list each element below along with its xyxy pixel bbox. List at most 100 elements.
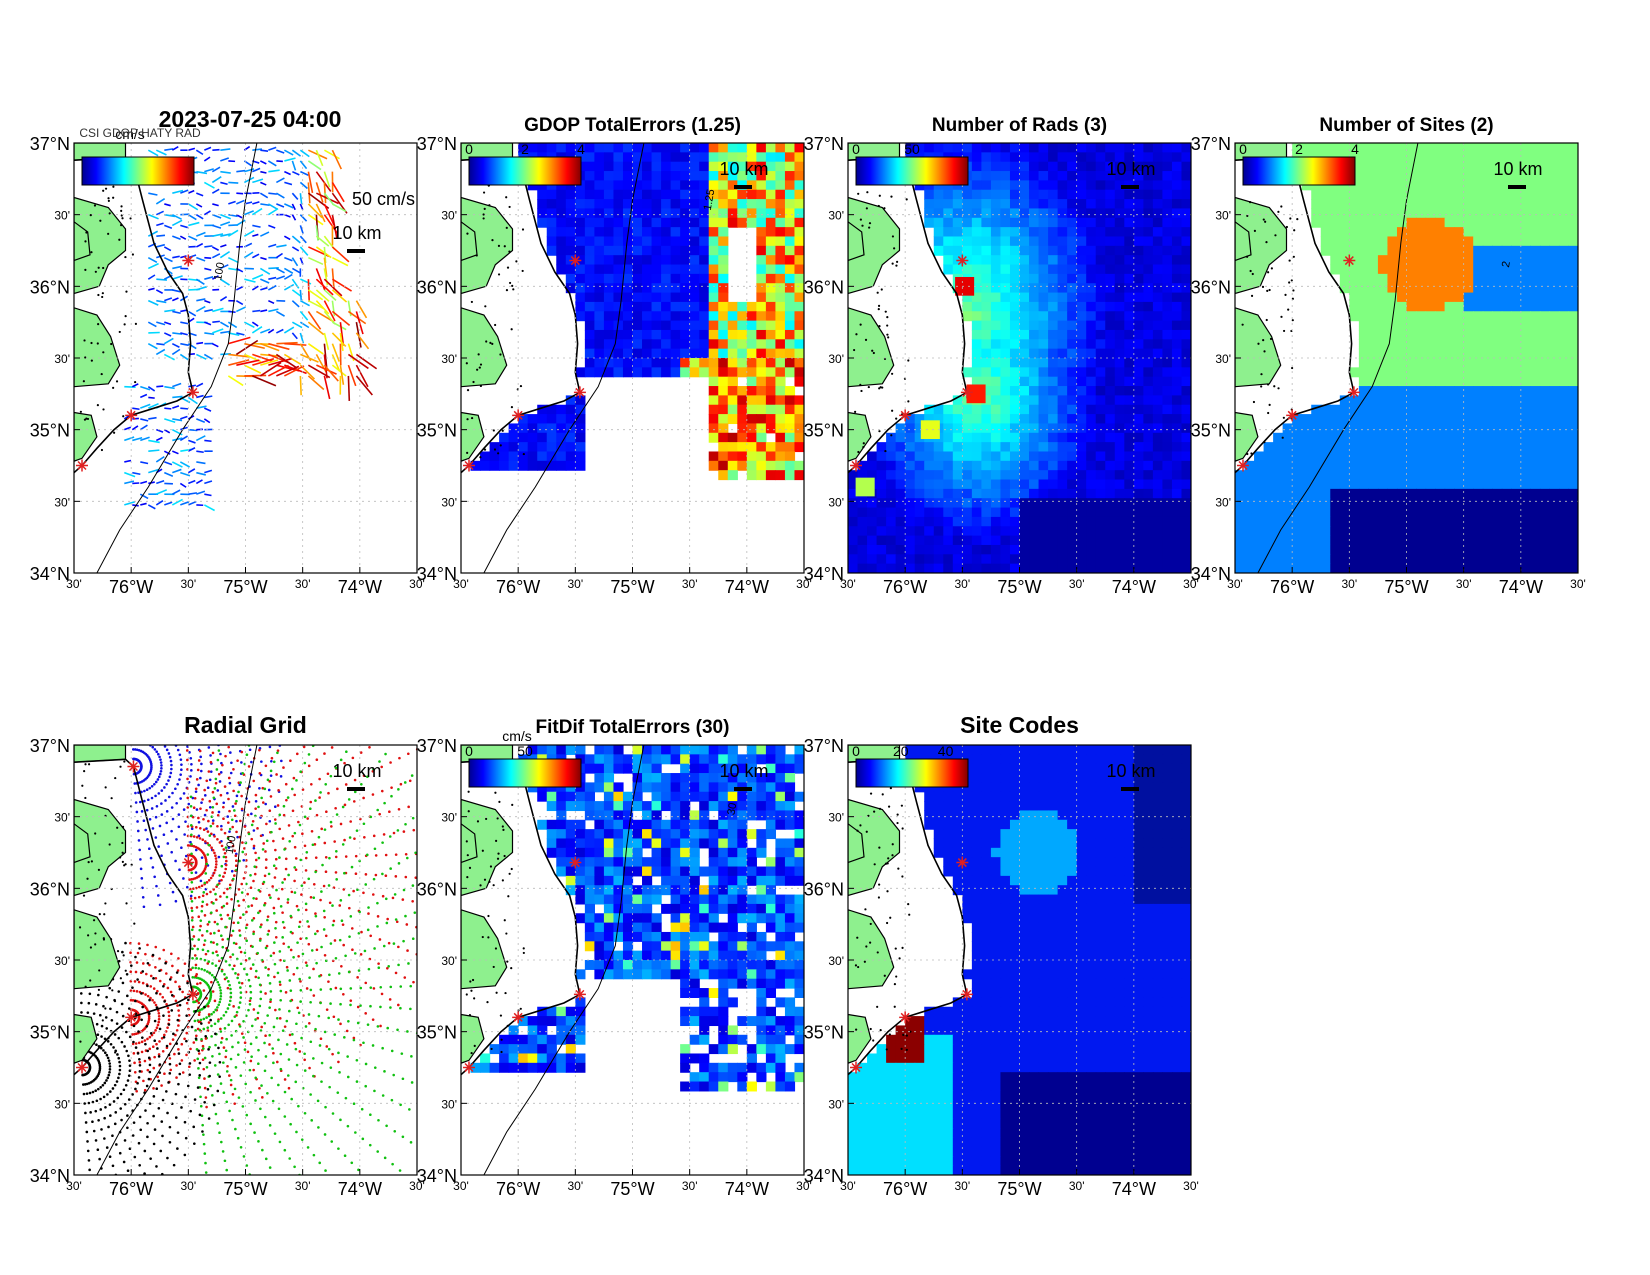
data-cell	[527, 143, 538, 153]
current-vector	[283, 273, 293, 280]
current-vector	[172, 310, 181, 315]
coast-dot	[886, 333, 889, 336]
data-cell	[848, 544, 859, 555]
data-cell	[1501, 488, 1512, 499]
data-cell	[603, 199, 615, 210]
data-cell	[1539, 498, 1551, 509]
data-cell	[765, 301, 777, 312]
data-cell	[1482, 143, 1493, 153]
data-cell	[1019, 180, 1030, 191]
radial-grid-point	[194, 790, 198, 793]
data-cell	[981, 292, 992, 303]
data-cell	[565, 414, 576, 425]
coast-dot	[872, 351, 875, 355]
data-cell	[622, 311, 634, 322]
data-cell	[1009, 217, 1021, 228]
data-cell	[613, 339, 624, 350]
current-vector	[163, 337, 174, 345]
data-cell	[1311, 535, 1322, 546]
data-cell	[727, 451, 738, 462]
data-cell	[1133, 273, 1144, 284]
coast-dot	[868, 222, 872, 225]
data-cell	[603, 227, 615, 238]
data-cell	[1416, 432, 1427, 443]
data-cell	[1076, 488, 1087, 499]
data-cell	[1511, 376, 1522, 387]
data-cell	[699, 348, 710, 359]
data-cell	[1416, 292, 1427, 303]
coast-dot	[859, 218, 862, 221]
data-cell	[1029, 245, 1040, 256]
data-cell	[1095, 143, 1106, 153]
data-cell	[1114, 329, 1125, 340]
data-cell	[971, 311, 982, 322]
current-vector	[307, 321, 325, 336]
data-cell	[1067, 423, 1078, 434]
data-cell	[1492, 488, 1503, 499]
scale-bar-label: 10 km	[1493, 159, 1542, 179]
data-cell	[794, 189, 804, 200]
data-cell	[727, 329, 738, 340]
data-cell	[1511, 301, 1522, 312]
data-cell	[1086, 488, 1097, 499]
data-cell	[1124, 320, 1135, 331]
data-cell	[933, 498, 944, 509]
current-vector	[236, 199, 245, 205]
data-cell	[1482, 255, 1493, 266]
data-cell	[1124, 488, 1135, 499]
current-vector	[164, 418, 176, 424]
radial-grid-point	[200, 762, 203, 766]
data-cell	[622, 217, 634, 228]
data-cell	[1029, 208, 1040, 219]
data-cell	[886, 488, 897, 499]
radial-grid-point	[211, 819, 215, 822]
data-cell	[1520, 171, 1531, 181]
data-cell	[1038, 442, 1049, 453]
data-cell	[1530, 339, 1541, 350]
data-cell	[1282, 479, 1293, 490]
data-cell	[1273, 516, 1284, 527]
data-cell	[1235, 563, 1246, 573]
data-cell	[1152, 488, 1164, 499]
radial-grid-point	[131, 663, 134, 666]
radial-grid-point	[143, 799, 146, 803]
data-cell	[603, 245, 615, 256]
data-cell	[1473, 236, 1484, 247]
data-cell	[1038, 255, 1049, 266]
data-cell	[1105, 376, 1116, 387]
data-cell	[1171, 208, 1183, 219]
data-cell	[1263, 516, 1274, 527]
radial-grid-point	[145, 644, 148, 647]
data-cell	[1416, 526, 1427, 537]
data-cell	[1463, 498, 1474, 509]
data-cell	[1396, 292, 1408, 303]
data-cell	[1057, 217, 1068, 228]
data-cell	[775, 171, 786, 181]
data-cell	[886, 498, 897, 509]
data-cell	[1143, 516, 1154, 527]
data-cell	[876, 554, 887, 565]
radial-grid-point	[177, 813, 181, 816]
current-vector	[124, 436, 135, 442]
current-vector	[323, 300, 336, 322]
current-vector	[147, 504, 156, 510]
data-cell	[1444, 554, 1455, 565]
data-cell	[1000, 217, 1011, 228]
data-cell	[1330, 255, 1341, 266]
current-vector	[155, 210, 164, 216]
data-cell	[670, 273, 681, 284]
data-cell	[1124, 217, 1135, 228]
radial-grid-point	[222, 801, 226, 805]
data-cell	[1454, 404, 1465, 415]
data-cell	[1133, 348, 1144, 359]
data-cell	[1254, 563, 1265, 573]
data-cell	[784, 442, 796, 453]
data-cell	[1416, 563, 1427, 573]
map-area	[74, 143, 417, 573]
data-cell	[1539, 442, 1551, 453]
data-cell	[651, 236, 662, 247]
data-cell	[537, 423, 548, 434]
data-cell	[765, 460, 777, 471]
data-cell	[1349, 535, 1360, 546]
current-vector	[155, 500, 164, 506]
